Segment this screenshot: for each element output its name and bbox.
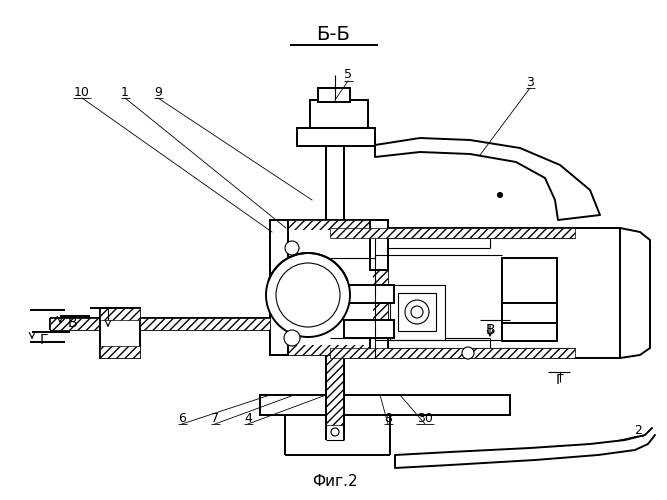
Bar	[270, 220, 288, 355]
Bar	[260, 395, 510, 415]
Bar	[270, 220, 288, 355]
Text: 8: 8	[384, 412, 392, 424]
Bar	[260, 395, 510, 415]
Bar	[330, 348, 575, 358]
Text: 4: 4	[244, 412, 252, 424]
Bar	[502, 258, 557, 303]
Text: 1: 1	[121, 86, 129, 98]
Circle shape	[498, 192, 502, 198]
Text: В: В	[67, 316, 77, 330]
Circle shape	[411, 306, 423, 318]
Bar	[270, 220, 388, 355]
Bar	[326, 220, 344, 400]
Circle shape	[285, 241, 299, 255]
Text: Б-Б: Б-Б	[316, 26, 350, 44]
Bar	[318, 88, 350, 102]
Bar	[344, 285, 394, 303]
Circle shape	[331, 428, 339, 436]
Text: 2: 2	[634, 424, 642, 436]
Bar	[502, 323, 557, 341]
Polygon shape	[620, 228, 650, 358]
Circle shape	[266, 253, 350, 337]
Bar	[297, 128, 375, 146]
Bar	[275, 230, 373, 345]
Bar	[270, 220, 388, 355]
Bar	[370, 320, 388, 355]
Bar	[310, 100, 368, 128]
Bar	[398, 293, 436, 331]
Text: В: В	[485, 323, 495, 337]
Bar	[344, 320, 394, 338]
Bar	[502, 323, 557, 341]
Text: 7: 7	[211, 412, 219, 424]
Bar	[370, 220, 388, 270]
Circle shape	[276, 263, 340, 327]
Bar	[100, 346, 140, 358]
Text: Г: Г	[40, 333, 48, 347]
Bar	[502, 303, 557, 323]
Bar	[326, 355, 344, 425]
Text: 3: 3	[526, 76, 534, 88]
Text: 5: 5	[344, 68, 352, 82]
Bar	[100, 308, 140, 320]
Bar	[318, 88, 350, 102]
Bar	[502, 303, 557, 323]
Bar	[50, 318, 270, 330]
Bar	[100, 308, 140, 358]
Bar	[370, 320, 388, 355]
Text: 6: 6	[178, 412, 186, 424]
Circle shape	[405, 300, 429, 324]
Bar	[390, 285, 445, 340]
Bar	[344, 320, 394, 338]
Bar	[370, 220, 388, 270]
Bar	[330, 228, 575, 238]
Text: Фиг.2: Фиг.2	[312, 474, 358, 490]
Bar	[297, 128, 375, 146]
Text: 9: 9	[154, 86, 162, 98]
Text: Г: Г	[556, 373, 564, 387]
Circle shape	[284, 330, 300, 346]
Bar	[310, 100, 368, 128]
Text: 10: 10	[74, 86, 90, 98]
Text: 30: 30	[417, 412, 433, 424]
Bar	[344, 285, 394, 303]
Circle shape	[462, 347, 474, 359]
Bar	[502, 258, 557, 303]
